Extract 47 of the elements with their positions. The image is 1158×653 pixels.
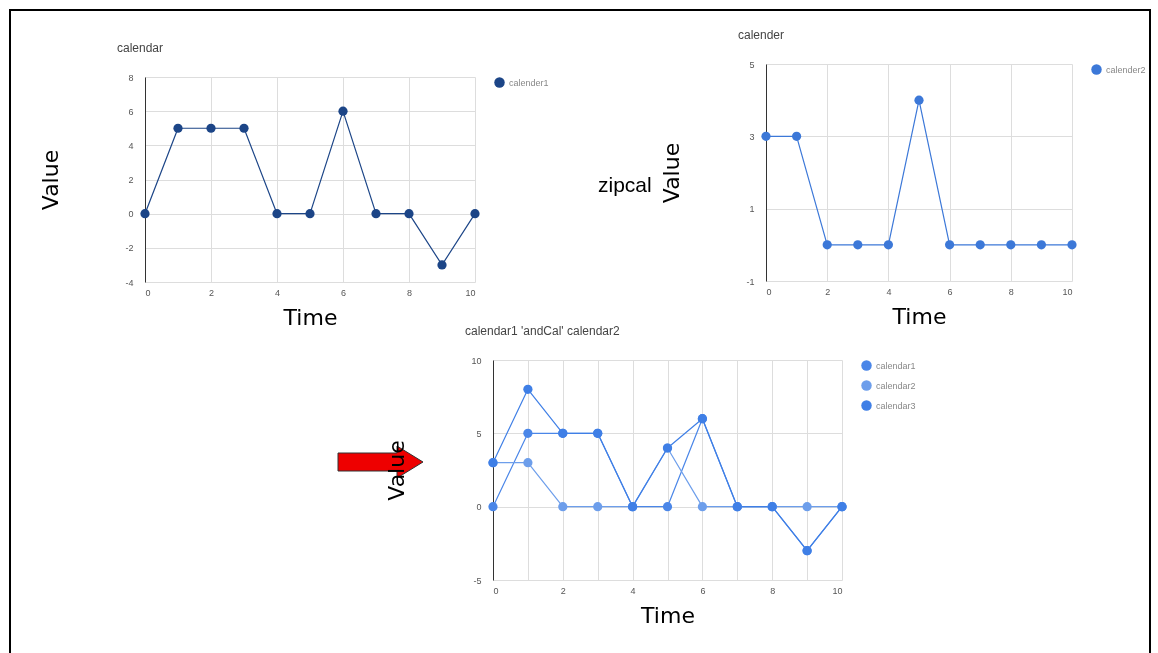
- legend-label: calendar2: [876, 380, 916, 391]
- x-tick-label: 6: [947, 286, 953, 297]
- x-tick-label: 8: [1008, 286, 1014, 297]
- x-tick-label: 4: [886, 286, 892, 297]
- y-axis-title: Value: [38, 149, 64, 211]
- x-axis-title: Time: [891, 303, 947, 329]
- y-tick-label: 3: [749, 131, 755, 142]
- y-tick-label: -1: [746, 276, 755, 287]
- x-tick-label: 10: [832, 585, 843, 596]
- chart-title: calendar: [117, 41, 164, 55]
- x-tick-label: 0: [766, 286, 772, 297]
- y-tick-label: -2: [125, 243, 134, 254]
- y-tick-label: 10: [471, 355, 482, 366]
- legend-label: calender1: [509, 77, 549, 88]
- chart-title: calender: [738, 28, 785, 42]
- y-tick-label: 5: [476, 428, 482, 439]
- x-axis-title: Time: [640, 602, 695, 628]
- legend-label: calendar3: [876, 400, 916, 411]
- y-tick-label: 6: [128, 106, 134, 117]
- y-tick-label: 1: [749, 204, 755, 215]
- y-tick-label: -5: [473, 575, 482, 586]
- x-tick-label: 2: [825, 286, 831, 297]
- x-tick-label: 6: [700, 585, 706, 596]
- x-tick-label: 8: [406, 287, 413, 298]
- chart-title: calendar1 'andCal' calendar2: [465, 324, 621, 338]
- x-tick-label: 2: [208, 287, 215, 298]
- legend-label: calender2: [1106, 64, 1146, 75]
- x-tick-label: 6: [340, 287, 347, 298]
- y-tick-label: 0: [476, 502, 482, 513]
- x-tick-label: 0: [493, 585, 499, 596]
- y-tick-label: -4: [125, 277, 134, 288]
- x-tick-label: 4: [274, 287, 281, 298]
- y-tick-label: 4: [128, 140, 134, 151]
- y-tick-label: 0: [128, 209, 134, 220]
- x-tick-label: 0: [145, 287, 151, 298]
- x-tick-label: 4: [630, 585, 636, 596]
- text: zipcal: [598, 173, 652, 197]
- y-tick-label: 2: [128, 175, 134, 185]
- y-axis-title: Value: [659, 142, 685, 204]
- legend-label: calendar1: [876, 360, 916, 371]
- x-tick-label: 2: [560, 585, 566, 596]
- y-axis-title: Value: [384, 440, 410, 501]
- x-tick-label: 10: [1062, 286, 1073, 297]
- x-axis-title: Time: [282, 304, 338, 330]
- y-tick-label: 5: [749, 59, 755, 70]
- y-tick-label: 8: [128, 72, 134, 83]
- x-tick-label: 8: [770, 585, 776, 596]
